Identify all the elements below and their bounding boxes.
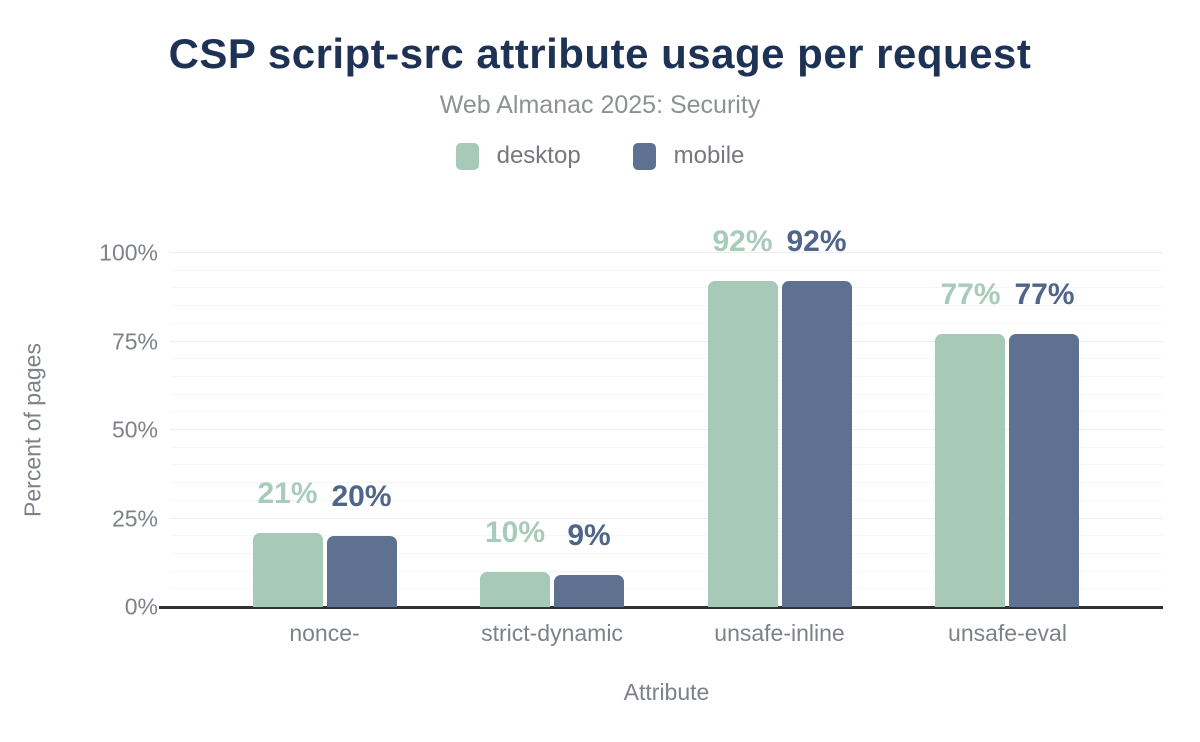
minor-gridline-30 — [170, 499, 1163, 501]
value-label-mobile-unsafe-eval: 77% — [1014, 278, 1075, 312]
minor-gridline-20 — [170, 535, 1163, 537]
bar-mobile-strict-dynamic[interactable]: 9% — [554, 521, 624, 607]
bar-desktop-strict-dynamic[interactable]: 10% — [480, 517, 550, 607]
minor-gridline-80 — [170, 322, 1163, 324]
minor-gridline-40 — [170, 464, 1163, 466]
legend-label-mobile: mobile — [673, 142, 745, 169]
minor-gridline-5 — [170, 588, 1163, 590]
minor-gridline-90 — [170, 287, 1163, 289]
bar-group-unsafe-inline: 92% 92% — [707, 227, 852, 607]
x-tick-label-nonce-: nonce- — [289, 620, 360, 646]
y-axis-tick-labels: 0% 25% 50% 75% 100% — [0, 240, 158, 620]
value-label-desktop-strict-dynamic: 10% — [484, 515, 546, 549]
major-gridline-25 — [170, 517, 1163, 519]
value-label-mobile-nonce-: 20% — [331, 480, 392, 514]
legend-item-mobile[interactable]: mobile — [632, 142, 745, 170]
x-tick-label-unsafe-inline: unsafe-inline — [714, 620, 845, 646]
major-gridline-50 — [170, 429, 1163, 430]
bar-group-unsafe-eval: 77% 77% — [935, 280, 1080, 607]
major-gridline-100 — [170, 252, 1163, 253]
bar-desktop-unsafe-inline[interactable]: 92% — [707, 227, 778, 607]
bar-mobile-unsafe-eval[interactable]: 77% — [1009, 280, 1080, 607]
minor-gridline-15 — [170, 552, 1163, 554]
value-label-mobile-unsafe-inline: 92% — [786, 225, 847, 259]
minor-gridline-35 — [170, 482, 1163, 484]
x-axis-tick-labels: nonce-strict-dynamic unsafe-inline unsafe-… — [170, 620, 1163, 650]
minor-gridline-70 — [170, 358, 1163, 360]
y-tick-label-0: 0% — [124, 593, 158, 620]
y-tick-label-25: 25% — [111, 505, 158, 531]
legend-swatch-mobile — [632, 142, 656, 170]
chart-subtitle: Web Almanac 2025: Security — [439, 91, 761, 119]
minor-gridline-85 — [170, 305, 1163, 307]
minor-gridline-55 — [170, 411, 1163, 413]
bar-group-nonce-: 21% 20% — [252, 478, 397, 607]
minor-gridline-65 — [170, 375, 1163, 377]
bar-group-strict-dynamic: 10% 9% — [480, 517, 624, 607]
x-tick-label-strict-dynamic: strict-dynamic — [481, 620, 623, 646]
chart-title: CSP script-src attribute usage per reque… — [168, 30, 1032, 77]
bar-desktop-unsafe-eval[interactable]: 77% — [935, 280, 1006, 607]
y-tick-label-100: 100% — [99, 239, 158, 266]
minor-gridline-60 — [170, 393, 1163, 395]
value-label-desktop-unsafe-inline: 92% — [712, 225, 773, 259]
legend-swatch-desktop — [455, 142, 479, 170]
minor-gridline-95 — [170, 269, 1163, 271]
x-axis-title: Attribute — [623, 679, 710, 705]
bar-desktop-nonce-[interactable]: 21% — [252, 478, 323, 607]
minor-gridline-45 — [170, 446, 1163, 448]
value-label-desktop-unsafe-eval: 77% — [940, 278, 1001, 312]
chart-legend: desktop mobile — [0, 142, 1200, 170]
legend-item-desktop[interactable]: desktop — [455, 142, 581, 170]
minor-gridline-10 — [170, 570, 1163, 572]
major-gridline-75 — [170, 340, 1163, 342]
bar-mobile-nonce-[interactable]: 20% — [326, 482, 397, 607]
y-tick-label-75: 75% — [111, 328, 158, 354]
bar-mobile-unsafe-inline[interactable]: 92% — [781, 227, 852, 607]
value-label-mobile-strict-dynamic: 9% — [567, 519, 611, 553]
plot-area: 21% 20% 10% 9% 92% 92% 77% 77% — [159, 227, 1163, 609]
x-tick-label-unsafe-eval: unsafe-eval — [948, 620, 1067, 646]
x-axis-line — [159, 606, 1163, 609]
legend-label-desktop: desktop — [496, 142, 581, 169]
y-tick-label-50: 50% — [111, 416, 158, 443]
value-label-desktop-nonce-: 21% — [257, 476, 318, 510]
